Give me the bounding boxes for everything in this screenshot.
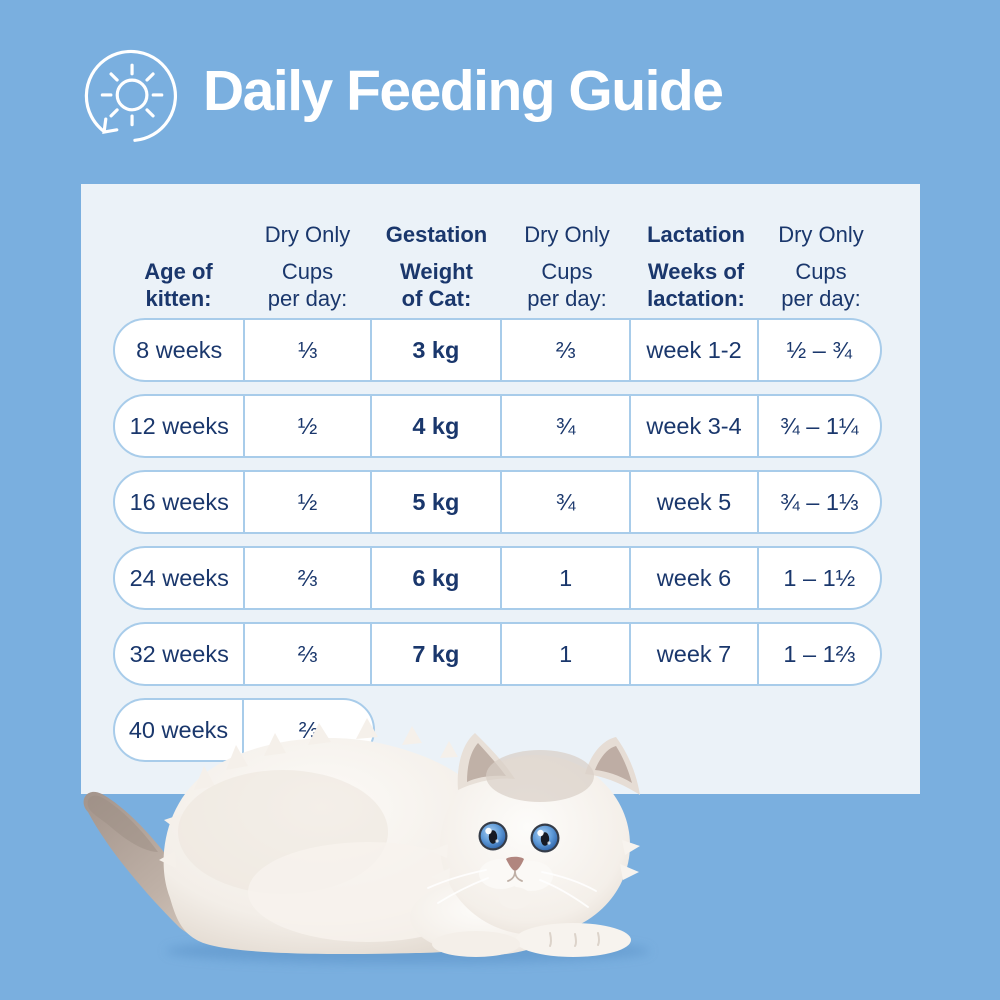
column-header-dry-only-2: Dry Only Cups per day: xyxy=(524,222,610,311)
kitten-paws xyxy=(432,923,631,957)
sun-cycle-icon xyxy=(84,49,178,142)
table-row: 24 weeks ⅔ 6 kg 1 week 6 1 – 1½ xyxy=(113,546,882,610)
cell-cups: ¾ xyxy=(502,472,632,532)
cell-weight: 3 kg xyxy=(372,320,503,380)
column-header-age: Age of kitten: xyxy=(144,259,213,311)
cell-weight: 6 kg xyxy=(372,548,503,608)
cell-age: 40 weeks xyxy=(115,700,244,760)
cell-cups: ¾ – 1⅓ xyxy=(780,488,859,515)
cell-weight: 4 kg xyxy=(372,396,503,456)
cell-age: 8 weeks xyxy=(115,320,246,380)
cell-weight: 5 kg xyxy=(372,472,503,532)
table-row: 12 weeks ½ 4 kg ¾ week 3-4 ¾ – 1¼ xyxy=(113,394,882,458)
cell-cups: 1 xyxy=(502,624,632,684)
cell-cups: ¾ – 1¼ xyxy=(780,412,859,439)
cell-cups: 1 xyxy=(502,548,632,608)
cell-cups: 1 – 1½ xyxy=(783,564,856,591)
kitten-muzzle xyxy=(479,856,553,909)
cell-age: 24 weeks xyxy=(115,548,246,608)
table-row: 40 weeks ⅔ xyxy=(113,698,375,762)
cell-lactation-week: week 7 xyxy=(631,624,759,684)
page-title: Daily Feeding Guide xyxy=(203,59,724,123)
cell-weight: 7 kg xyxy=(372,624,503,684)
cell-lactation-week: week 6 xyxy=(631,548,759,608)
cell-lactation-week: week 1-2 xyxy=(631,320,759,380)
cell-cups: ½ xyxy=(245,472,372,532)
cell-lactation-week: week 5 xyxy=(631,472,759,532)
kitten-eyes xyxy=(478,821,560,853)
cell-cups: ½ xyxy=(245,396,372,456)
cell-cups: 1 – 1⅔ xyxy=(783,640,856,667)
kitten-whiskers xyxy=(427,869,597,908)
fur-tufts xyxy=(159,718,458,868)
column-header-dry-only-3: Dry Only Cups per day: xyxy=(778,222,864,311)
cell-cups: ⅔ xyxy=(245,624,372,684)
cell-age: 32 weeks xyxy=(115,624,246,684)
table-row: 16 weeks ½ 5 kg ¾ week 5 ¾ – 1⅓ xyxy=(113,470,882,534)
cell-cups: ⅔ xyxy=(502,320,632,380)
table-row: 8 weeks ⅓ 3 kg ⅔ week 1-2 ½ – ¾ xyxy=(113,318,882,382)
column-header-lactation: Lactation Weeks of lactation: xyxy=(647,222,745,311)
cell-cups: ¾ xyxy=(502,396,632,456)
column-header-gestation: Gestation Weight of Cat: xyxy=(385,222,488,311)
table-row: 32 weeks ⅔ 7 kg 1 week 7 1 – 1⅔ xyxy=(113,622,882,686)
cell-lactation-week: week 3-4 xyxy=(631,396,759,456)
cell-cups: ½ – ¾ xyxy=(786,336,852,363)
feeding-table-panel: Age of kitten: Dry Only Cups per day: Ge… xyxy=(81,184,920,794)
column-header-dry-only-1: Dry Only Cups per day: xyxy=(264,222,351,311)
cell-cups: ⅓ xyxy=(245,320,372,380)
cell-age: 12 weeks xyxy=(115,396,246,456)
cell-age: 16 weeks xyxy=(115,472,246,532)
kitten-illustration xyxy=(83,718,650,964)
cheek-fluff xyxy=(430,840,640,884)
cell-cups: ⅔ xyxy=(245,548,372,608)
